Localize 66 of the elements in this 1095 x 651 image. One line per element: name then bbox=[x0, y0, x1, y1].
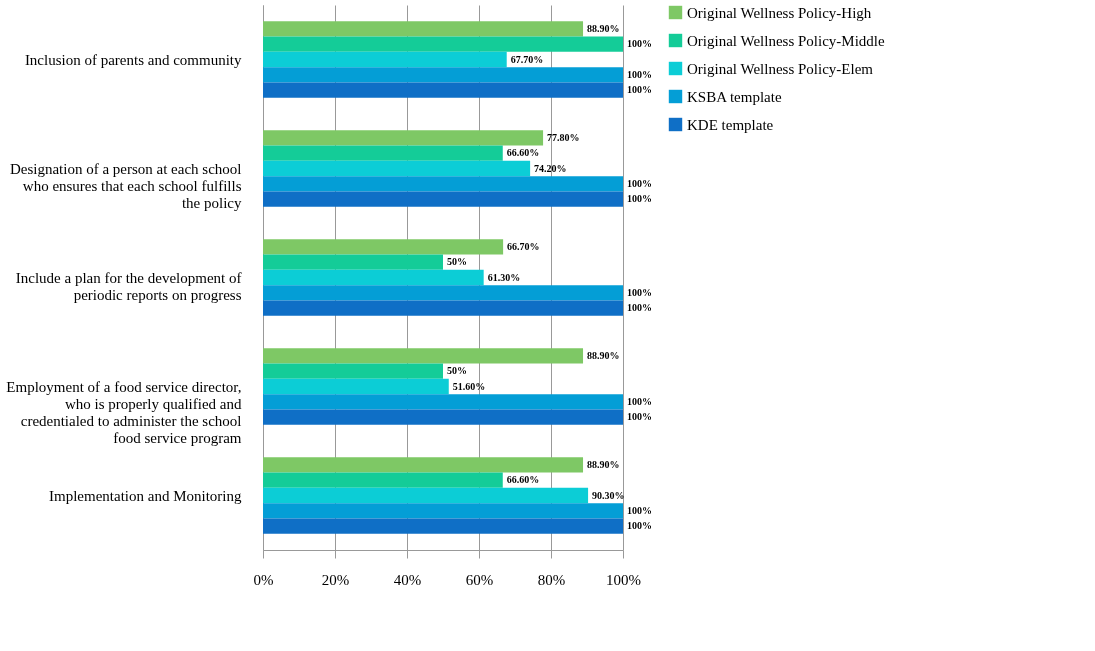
data-label: 100% bbox=[627, 411, 652, 423]
x-tick-label: 40% bbox=[393, 571, 422, 588]
data-label: 88.90% bbox=[587, 22, 620, 34]
bar bbox=[263, 487, 589, 504]
data-label: 100% bbox=[627, 302, 652, 314]
data-label: 100% bbox=[627, 395, 652, 407]
legend-label: Original Wellness Policy-Middle bbox=[687, 32, 885, 49]
bar bbox=[263, 130, 544, 146]
data-label: 100% bbox=[627, 193, 652, 205]
data-label: 88.90% bbox=[587, 458, 620, 470]
y-tick-label: Include a plan for the development of periodic reports on progress bbox=[15, 269, 242, 303]
data-label: 67.70% bbox=[510, 53, 544, 65]
data-label: 66.70% bbox=[507, 240, 540, 252]
bar bbox=[263, 348, 584, 364]
bar bbox=[263, 160, 531, 177]
bar bbox=[263, 394, 623, 410]
data-label: 100% bbox=[627, 38, 652, 50]
data-label: 100% bbox=[627, 286, 652, 298]
bar bbox=[263, 239, 504, 255]
y-tick-label: Implementation and Monitoring bbox=[49, 487, 242, 504]
data-label: 50% bbox=[447, 256, 467, 268]
data-label: 100% bbox=[627, 84, 652, 96]
data-label: 51.60% bbox=[452, 380, 486, 392]
y-tick-label: Designation of a person at each school who ensures that each school fulfills the policy bbox=[9, 160, 242, 211]
bar bbox=[263, 457, 584, 473]
y-tick-label: Inclusion of parents and community bbox=[24, 51, 242, 68]
bar bbox=[263, 285, 623, 301]
bar bbox=[263, 36, 623, 52]
data-label: 100% bbox=[627, 68, 652, 80]
data-label: 100% bbox=[627, 504, 652, 516]
data-label: 50% bbox=[447, 365, 467, 377]
bar bbox=[263, 378, 449, 395]
bar bbox=[263, 503, 623, 519]
bar bbox=[263, 21, 584, 37]
bar bbox=[263, 409, 623, 425]
bar bbox=[263, 269, 484, 286]
data-label: 66.60% bbox=[506, 474, 540, 486]
bar bbox=[263, 254, 443, 270]
bar bbox=[263, 67, 623, 83]
bar bbox=[263, 191, 623, 207]
x-tick-label: 80% bbox=[537, 571, 566, 588]
bar bbox=[263, 472, 503, 488]
data-label: 100% bbox=[627, 177, 652, 189]
y-tick-label: Employment of a food service director, who is properly qualified and credentialed to administer the school food service program bbox=[6, 378, 242, 446]
legend-label: KDE template bbox=[687, 116, 774, 133]
bar bbox=[263, 176, 623, 192]
data-label: 66.60% bbox=[506, 147, 540, 159]
data-label: 74.20% bbox=[534, 162, 567, 174]
data-label: 88.90% bbox=[587, 349, 620, 361]
bar bbox=[263, 82, 623, 98]
legend-label: Original Wellness Policy-High bbox=[687, 4, 872, 21]
bar bbox=[263, 145, 503, 161]
bar bbox=[263, 51, 507, 68]
data-label: 100% bbox=[627, 520, 652, 532]
bar bbox=[263, 363, 443, 379]
data-label: 90.30% bbox=[592, 489, 625, 501]
x-tick-label: 100% bbox=[606, 571, 641, 588]
data-label: 61.30% bbox=[487, 271, 521, 283]
x-tick-label: 0% bbox=[253, 571, 274, 588]
legend-label: Original Wellness Policy-Elem bbox=[687, 60, 874, 77]
x-tick-label: 60% bbox=[465, 571, 494, 588]
bar bbox=[263, 300, 623, 316]
bar bbox=[263, 518, 623, 534]
data-label: 77.80% bbox=[547, 131, 580, 143]
legend-label: KSBA template bbox=[687, 88, 782, 105]
x-tick-label: 20% bbox=[321, 571, 350, 588]
